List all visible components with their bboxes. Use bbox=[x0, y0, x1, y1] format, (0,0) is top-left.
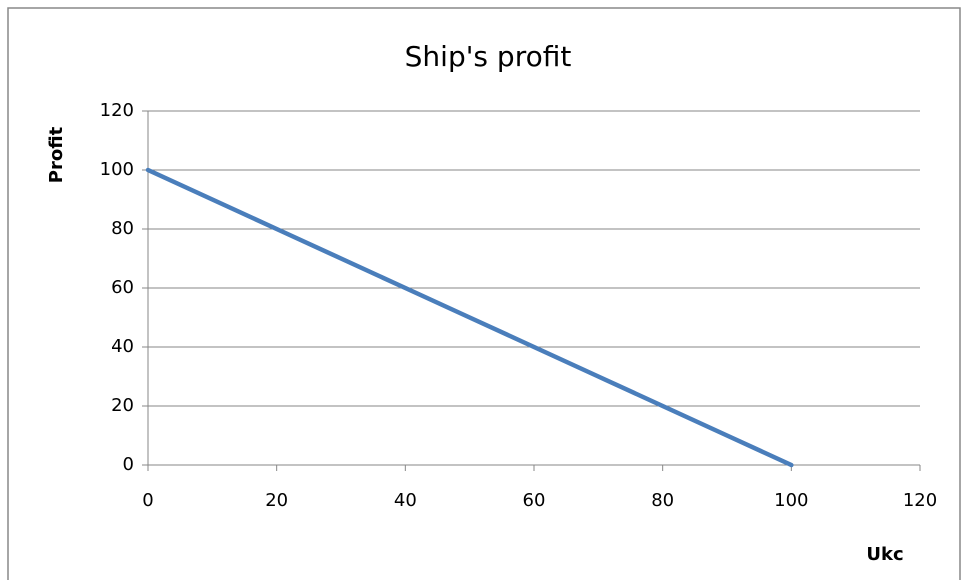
x-tick-label: 40 bbox=[394, 490, 417, 511]
y-axis-title: Profit bbox=[46, 126, 67, 183]
x-axis-title: Ukc bbox=[866, 544, 903, 565]
x-tick-label: 120 bbox=[903, 490, 937, 511]
chart-title: Ship's profit bbox=[405, 40, 572, 73]
y-tick-label: 0 bbox=[123, 454, 134, 475]
data-line bbox=[145, 167, 794, 468]
y-tick-label: 60 bbox=[111, 277, 134, 298]
x-tick-label: 60 bbox=[523, 490, 546, 511]
y-tick-label: 20 bbox=[111, 395, 134, 416]
y-tick-label: 120 bbox=[100, 100, 134, 121]
x-tick-label: 80 bbox=[651, 490, 674, 511]
y-tick-label: 40 bbox=[111, 336, 134, 357]
chart-frame bbox=[7, 7, 961, 580]
x-tick-label: 0 bbox=[142, 490, 153, 511]
x-tick-label: 20 bbox=[265, 490, 288, 511]
x-tick-label: 100 bbox=[774, 490, 808, 511]
y-tick-label: 80 bbox=[111, 218, 134, 239]
y-tick-label: 100 bbox=[100, 159, 134, 180]
